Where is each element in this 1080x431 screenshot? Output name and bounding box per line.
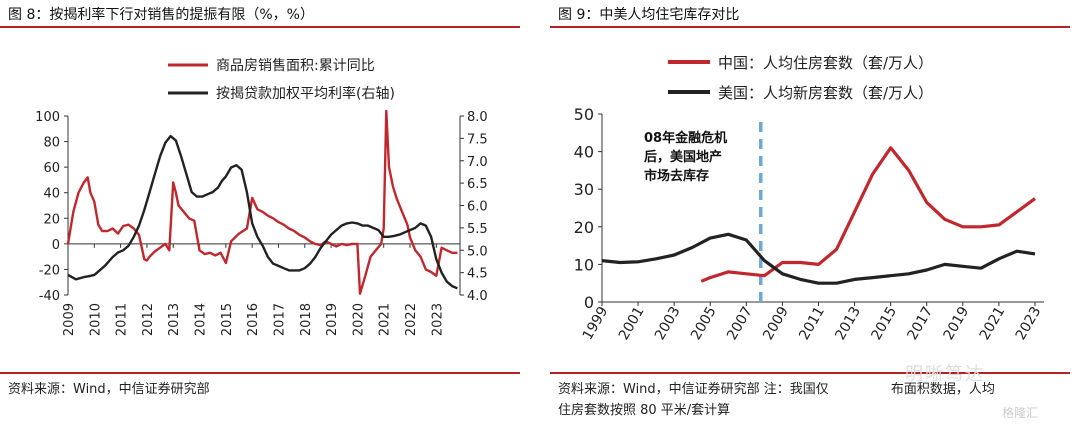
left-y-tick-label: 40 bbox=[43, 187, 60, 202]
source-rule bbox=[0, 372, 520, 374]
x-tick-label: 2005 bbox=[688, 304, 720, 343]
right-y-tick-label: 6.0 bbox=[467, 200, 488, 215]
legend-label: 商品房销售面积:累计同比 bbox=[216, 58, 375, 74]
watermark-text: 明晰笃达 bbox=[905, 364, 985, 385]
y-tick-label: 30 bbox=[574, 180, 594, 199]
figure-9-panel: 图 9：中美人均住宅库存对比 50 40 30 20 10 0 1999 2001 2003 20… bbox=[550, 0, 1080, 431]
left-y-tick-label: 20 bbox=[43, 212, 60, 227]
x-tick-label: 2021 bbox=[378, 303, 393, 336]
title-rule bbox=[550, 26, 1070, 28]
x-tick-label: 2011 bbox=[115, 303, 130, 336]
china-housing-line bbox=[700, 146, 1036, 283]
crisis-annotation: 市场去库存 bbox=[644, 168, 709, 184]
right-y-tick-label: 5.5 bbox=[467, 222, 488, 237]
figure-9-source-line2: 住房套数按照 80 平米/套计算 bbox=[558, 403, 731, 418]
y-tick-label: 50 bbox=[574, 105, 594, 124]
x-tick-label: 2015 bbox=[868, 304, 900, 343]
figure-9-source-line1: 资料来源：Wind，中信证券研究部 注：我国仅 布面积数据，人均 bbox=[558, 380, 995, 400]
crisis-annotation: 后，美国地产 bbox=[644, 149, 722, 165]
x-tick-label: 2009 bbox=[760, 304, 792, 343]
figure-8-title: 图 8：按揭利率下行对销售的提振有限（%，%） bbox=[8, 7, 314, 23]
mortgage-rate-sales-chart: 100 80 60 40 20 0 -20 -40 8.0 7.5 7.0 6.5 6.0 5.5 5.0 4… bbox=[35, 58, 488, 336]
x-tick-label: 2023 bbox=[1013, 304, 1045, 343]
x-tick-label: 2003 bbox=[652, 304, 684, 343]
us-housing-line bbox=[601, 232, 1036, 285]
right-y-tick-label: 6.5 bbox=[467, 177, 488, 192]
legend-label: 美国：人均新房套数（套/万人） bbox=[718, 84, 933, 102]
left-y-tick-label: 60 bbox=[43, 161, 60, 176]
left-y-tick-label: 80 bbox=[43, 136, 60, 151]
right-y-tick-label: 5.0 bbox=[467, 244, 488, 259]
x-tick-label: 2018 bbox=[299, 303, 314, 336]
left-y-tick-label: 0 bbox=[52, 238, 60, 253]
figure-9-source-part-a: 资料来源：Wind，中信证券研究部 注：我国仅 bbox=[558, 382, 829, 397]
x-tick-label: 2013 bbox=[832, 304, 864, 343]
left-y-tick-label: 100 bbox=[35, 110, 60, 125]
x-tick-label: 2013 bbox=[167, 303, 182, 336]
right-y-tick-label: 4.0 bbox=[467, 289, 488, 304]
x-tick-label: 2009 bbox=[62, 303, 77, 336]
right-y-tick-label: 8.0 bbox=[467, 110, 488, 125]
x-tick-label: 2011 bbox=[796, 304, 828, 343]
legend-label: 按揭贷款加权平均利率(右轴) bbox=[216, 85, 395, 102]
source-rule bbox=[550, 372, 1070, 374]
figure-8-source: 资料来源：Wind，中信证券研究部 bbox=[8, 382, 210, 397]
crisis-annotation: 08年金融危机 bbox=[644, 130, 727, 146]
figure-8-panel: 图 8：按揭利率下行对销售的提振有限（%，%） 100 80 60 40 20 0 -20 -… bbox=[0, 0, 530, 431]
y-tick-label: 40 bbox=[574, 143, 594, 162]
x-tick-label: 2017 bbox=[905, 304, 937, 343]
right-y-tick-label: 7.5 bbox=[467, 132, 488, 147]
x-tick-label: 2019 bbox=[325, 303, 340, 336]
y-tick-label: 10 bbox=[574, 255, 594, 274]
x-tick-label: 2022 bbox=[404, 303, 419, 336]
x-tick-label: 2016 bbox=[246, 303, 261, 336]
title-rule bbox=[0, 26, 520, 28]
y-tick-label: 0 bbox=[584, 293, 594, 312]
x-tick-label: 2001 bbox=[616, 304, 648, 343]
x-tick-label: 2017 bbox=[272, 303, 287, 336]
figure-9-source-part-b: 布面积数据，人均 bbox=[890, 382, 995, 397]
x-tick-label: 2020 bbox=[351, 303, 366, 336]
y-tick-label: 20 bbox=[574, 218, 594, 237]
x-tick-label: 2023 bbox=[430, 303, 445, 336]
left-y-tick-label: -40 bbox=[39, 289, 60, 304]
x-tick-label: 2012 bbox=[141, 303, 156, 336]
legend-label: 中国：人均住房套数（套/万人） bbox=[718, 54, 933, 72]
x-tick-label: 2014 bbox=[194, 303, 209, 336]
x-tick-label: 2021 bbox=[977, 304, 1009, 343]
sales-area-yoy-line bbox=[66, 109, 458, 295]
right-y-tick-label: 7.0 bbox=[467, 155, 488, 170]
figure-9-title: 图 9：中美人均住宅库存对比 bbox=[558, 7, 740, 23]
x-tick-label: 2007 bbox=[724, 304, 756, 343]
x-tick-label: 2015 bbox=[220, 303, 235, 336]
mortgage-rate-line bbox=[67, 134, 458, 290]
watermark-logo-text: 格隆汇 bbox=[1002, 406, 1039, 420]
x-tick-label: 2019 bbox=[941, 304, 973, 343]
right-y-tick-label: 4.5 bbox=[467, 267, 488, 282]
left-y-tick-label: -20 bbox=[39, 263, 60, 278]
x-tick-label: 2010 bbox=[88, 303, 103, 336]
